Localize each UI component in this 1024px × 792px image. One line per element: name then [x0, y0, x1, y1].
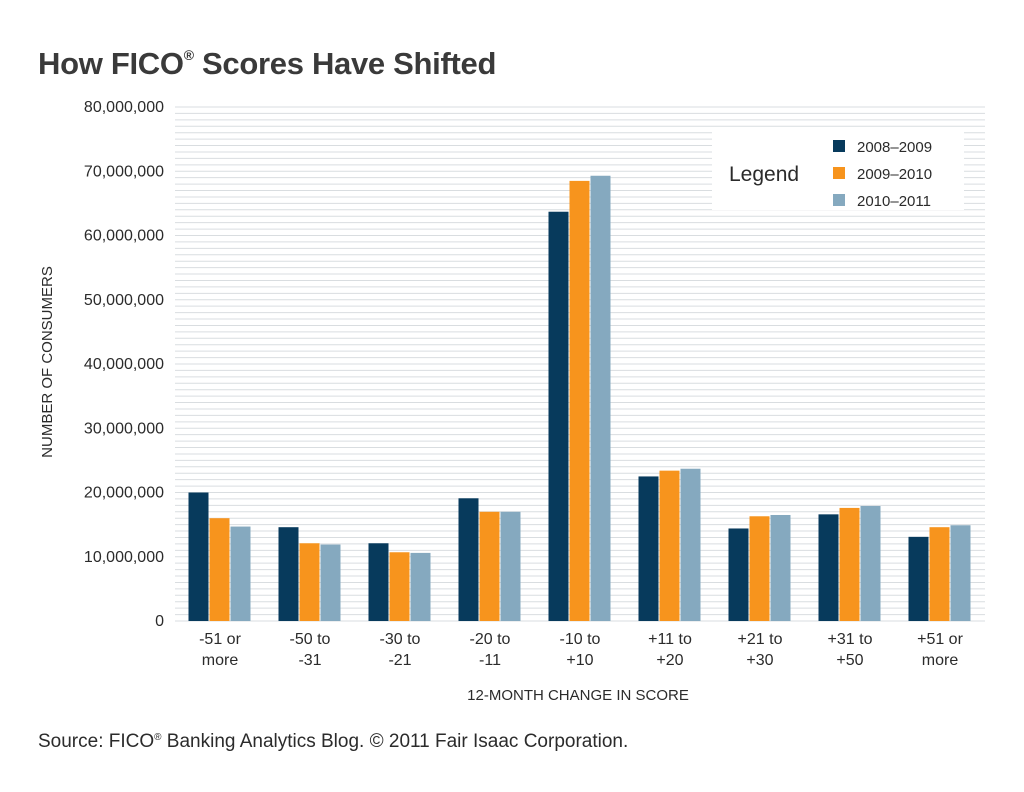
x-tick-label-line: +30 [746, 652, 773, 669]
bar [548, 211, 569, 622]
bar [458, 498, 479, 621]
bar [638, 476, 659, 621]
y-tick-label: 50,000,000 [84, 292, 164, 309]
bar [950, 525, 971, 621]
y-tick-label: 10,000,000 [84, 549, 164, 566]
x-tick-label: -10 to +10 [560, 631, 601, 669]
x-tick-label-line: more [202, 652, 239, 669]
legend: Legend 2008–2009 2009–2010 2010–2011 [712, 128, 964, 210]
bar [479, 511, 500, 621]
legend-label: 2008–2009 [857, 139, 932, 156]
source-rest: Banking Analytics Blog. © 2011 Fair Isaa… [161, 731, 629, 752]
y-tick-label: 30,000,000 [84, 420, 164, 437]
bar [368, 543, 389, 621]
chart-title-mark: ® [183, 47, 194, 63]
x-tick-label-line: +10 [566, 652, 593, 669]
y-tick-label: 40,000,000 [84, 356, 164, 373]
x-tick-label: +11 to +20 [648, 631, 692, 669]
bar [230, 526, 251, 621]
bar [749, 516, 770, 621]
bar [188, 492, 209, 621]
x-tick-label-line: +21 to [738, 631, 783, 648]
bar [860, 505, 881, 621]
legend-label: 2010–2011 [857, 193, 931, 210]
y-axis-ticks: 0 10,000,000 20,000,000 30,000,000 40,000,00… [84, 99, 164, 630]
chart-title: How FICO® Scores Have Shifted [38, 46, 496, 82]
chart-title-rest: Scores Have Shifted [193, 46, 497, 81]
x-tick-label-line: -31 [298, 652, 321, 669]
source-prefix: Source: FICO [38, 731, 155, 752]
legend-swatch [833, 140, 845, 152]
bar [569, 180, 590, 621]
x-tick-label-line: -21 [388, 652, 411, 669]
x-axis-ticks: -51 or more -50 to -31 -30 to -21 -20 to -11 -10… [199, 631, 963, 669]
bar [908, 536, 929, 621]
y-tick-label: 20,000,000 [84, 485, 164, 502]
legend-label: 2009–2010 [857, 166, 932, 183]
y-axis-title: NUMBER OF CONSUMERS [39, 266, 56, 458]
bar [659, 470, 680, 621]
bar [320, 544, 341, 621]
x-tick-label-line: +31 to [828, 631, 873, 648]
x-tick-label-line: -30 to [380, 631, 421, 648]
x-tick-label: -20 to -11 [470, 631, 511, 669]
x-tick-label-line: -10 to [560, 631, 601, 648]
bar [410, 552, 431, 621]
x-tick-label: -30 to -21 [380, 631, 421, 669]
x-tick-label-line: more [922, 652, 959, 669]
bar [590, 175, 611, 621]
bar [770, 514, 791, 621]
x-tick-label-line: +50 [836, 652, 863, 669]
source-note: Source: FICO® Banking Analytics Blog. © … [38, 731, 628, 753]
bar [209, 518, 230, 621]
x-tick-label: +51 or more [917, 631, 963, 669]
x-tick-label-line: -50 to [290, 631, 331, 648]
x-tick-label-line: +20 [656, 652, 683, 669]
x-axis-title: 12-MONTH CHANGE IN SCORE [467, 687, 689, 704]
legend-title: Legend [729, 163, 799, 186]
bar [728, 528, 749, 621]
legend-swatch [833, 194, 845, 206]
x-tick-label-line: -11 [479, 652, 501, 669]
x-tick-label: +31 to +50 [828, 631, 873, 669]
bar [278, 527, 299, 621]
legend-swatch [833, 167, 845, 179]
y-tick-label: 0 [155, 613, 164, 630]
x-tick-label-line: +51 or [917, 631, 963, 648]
bar [389, 552, 410, 621]
bar [500, 511, 521, 621]
bar [818, 514, 839, 621]
x-tick-label-line: +11 to [648, 631, 692, 648]
x-tick-label: +21 to +30 [738, 631, 783, 669]
source-mark: ® [154, 732, 162, 743]
y-tick-label: 60,000,000 [84, 228, 164, 245]
x-tick-label-line: -51 or [199, 631, 241, 648]
bar [680, 468, 701, 621]
bar [839, 507, 860, 621]
legend-items: 2008–2009 2009–2010 2010–2011 [833, 139, 932, 210]
chart-title-text: How FICO [38, 46, 184, 81]
bar [299, 543, 320, 621]
bars [188, 175, 971, 622]
y-tick-label: 80,000,000 [84, 99, 164, 116]
x-tick-label: -50 to -31 [290, 631, 331, 669]
x-tick-label: -51 or more [199, 631, 241, 669]
x-tick-label-line: -20 to [470, 631, 511, 648]
bar [929, 527, 950, 621]
y-tick-label: 70,000,000 [84, 163, 164, 180]
